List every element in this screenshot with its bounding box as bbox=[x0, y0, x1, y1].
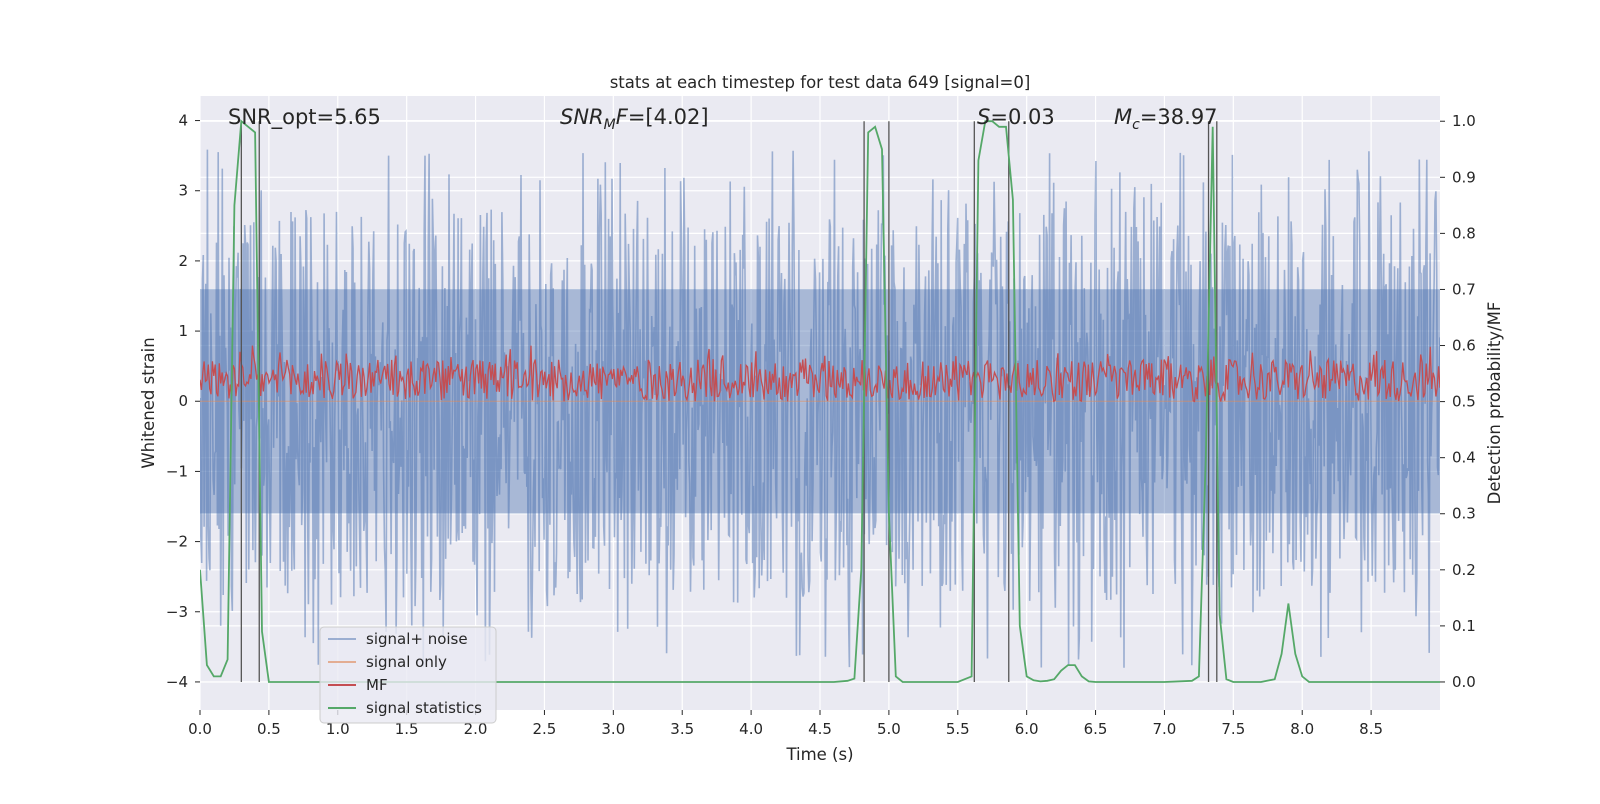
x-tick-label: 6.5 bbox=[1084, 720, 1108, 738]
x-tick-label: 5.5 bbox=[946, 720, 970, 738]
x-tick-label: 1.5 bbox=[395, 720, 419, 738]
x-tick-label: 7.0 bbox=[1153, 720, 1177, 738]
x-tick-label: 4.0 bbox=[739, 720, 763, 738]
x-tick-label: 4.5 bbox=[808, 720, 832, 738]
x-tick-label: 0.0 bbox=[188, 720, 212, 738]
x-axis-label: Time (s) bbox=[785, 745, 853, 764]
x-tick-label: 2.5 bbox=[533, 720, 557, 738]
y-tick-label: −3 bbox=[166, 603, 188, 621]
y2-axis-label: Detection probability/MF bbox=[1485, 302, 1504, 505]
y2-tick-label: 0.8 bbox=[1452, 224, 1476, 242]
y2-tick-label: 0.6 bbox=[1452, 337, 1476, 355]
y-tick-label: 3 bbox=[178, 182, 188, 200]
y2-tick-label: 0.9 bbox=[1452, 168, 1476, 186]
y-tick-label: 1 bbox=[178, 322, 188, 340]
x-tick-label: 1.0 bbox=[326, 720, 350, 738]
y-tick-label: −4 bbox=[166, 673, 188, 691]
annotation-snr-opt: SNR_opt=5.65 bbox=[228, 105, 381, 130]
y-tick-label: −2 bbox=[166, 533, 188, 551]
y2-tick-label: 0.0 bbox=[1452, 673, 1476, 691]
y2-tick-label: 0.7 bbox=[1452, 280, 1476, 298]
y2-tick-label: 0.1 bbox=[1452, 617, 1476, 635]
series-signal-statistics bbox=[200, 119, 1440, 683]
series-mf bbox=[200, 345, 1440, 403]
legend-label-stat: signal statistics bbox=[366, 699, 482, 717]
x-tick-label: 3.5 bbox=[670, 720, 694, 738]
x-tick-label: 7.5 bbox=[1221, 720, 1245, 738]
legend: signal+ noise signal only MF signal stat… bbox=[319, 626, 497, 724]
x-tick-label: 8.5 bbox=[1359, 720, 1383, 738]
x-tick-label: 2.0 bbox=[464, 720, 488, 738]
series-signal-noise bbox=[200, 149, 1440, 668]
legend-label-signal-only: signal only bbox=[366, 653, 447, 671]
annotation-mc: Mc=38.97 bbox=[1114, 105, 1218, 133]
y-tick-label: −1 bbox=[166, 462, 188, 480]
y2-tick-label: 0.5 bbox=[1452, 393, 1476, 411]
x-tick-label: 3.0 bbox=[601, 720, 625, 738]
chart-title: stats at each timestep for test data 649… bbox=[610, 73, 1031, 92]
x-tick-label: 8.0 bbox=[1290, 720, 1314, 738]
y2-tick-label: 1.0 bbox=[1452, 112, 1476, 130]
legend-label-mf: MF bbox=[366, 676, 388, 694]
x-tick-label: 6.0 bbox=[1015, 720, 1039, 738]
legend-box bbox=[319, 626, 497, 724]
y2-tick-label: 0.3 bbox=[1452, 505, 1476, 523]
y2-tick-label: 0.2 bbox=[1452, 561, 1476, 579]
annotation-s: S=0.03 bbox=[977, 105, 1055, 129]
annotation-snr-mf: SNRMF=[4.02] bbox=[560, 105, 709, 133]
y-tick-label: 4 bbox=[178, 112, 188, 130]
y-tick-label: 2 bbox=[178, 252, 188, 270]
x-tick-label: 0.5 bbox=[257, 720, 281, 738]
x-tick-label: 5.0 bbox=[877, 720, 901, 738]
y-axis-label: Whitened strain bbox=[139, 337, 158, 468]
legend-label-noise: signal+ noise bbox=[366, 630, 468, 648]
y2-tick-label: 0.4 bbox=[1452, 449, 1476, 467]
y-tick-label: 0 bbox=[178, 392, 188, 410]
